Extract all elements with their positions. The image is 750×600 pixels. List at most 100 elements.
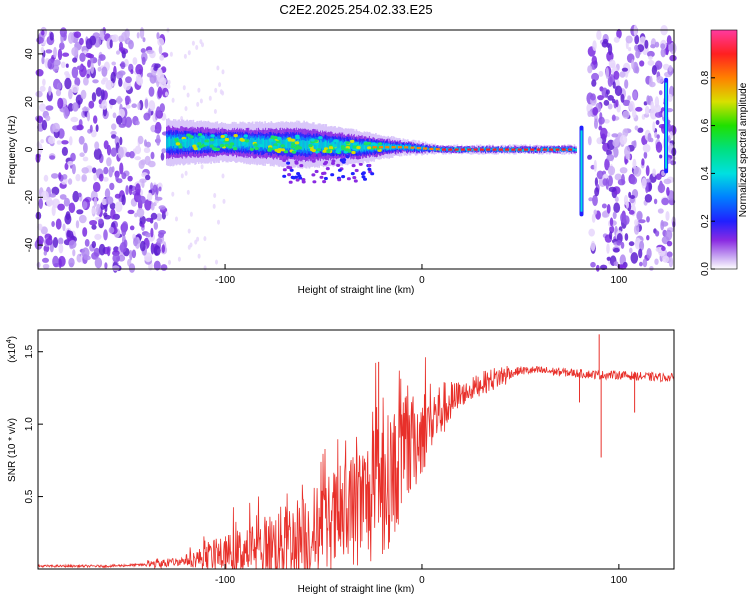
band-hotspot: [254, 146, 259, 151]
noise-blob: [119, 136, 123, 146]
band-segment: [194, 137, 196, 146]
noise-blob: [121, 221, 128, 231]
band-segment: [208, 139, 211, 146]
band-segment: [203, 137, 205, 147]
noise-blob: [139, 215, 146, 225]
band-peak: [385, 146, 390, 149]
noise-blob: [61, 146, 68, 156]
noise-blob: [139, 27, 145, 39]
band-segment: [272, 138, 274, 150]
noise-blob: [127, 175, 133, 182]
noise-blob: [51, 205, 56, 217]
noise-blob: [90, 129, 97, 138]
band-hotspot: [224, 143, 229, 147]
noise-blob: [94, 257, 103, 269]
noise-blob: [93, 115, 98, 124]
band-hotspot: [233, 134, 238, 138]
noise-blob: [158, 230, 167, 235]
band-segment: [260, 138, 263, 148]
noise-blob: [601, 211, 608, 218]
noise-blob: [617, 264, 624, 269]
band-smear: [282, 158, 287, 162]
noise-blob: [148, 100, 156, 112]
band-smear: [337, 178, 342, 182]
noise-blob: [58, 243, 64, 254]
noise-blob: [655, 173, 662, 180]
band-peak: [530, 148, 535, 151]
noise-blob: [611, 114, 616, 122]
noise-blob: [81, 106, 90, 112]
noise-blob: [82, 156, 89, 162]
band-segment: [412, 147, 414, 151]
band-smear: [312, 180, 317, 184]
band-segment: [184, 138, 187, 148]
band-segment: [264, 140, 266, 148]
noise-blob: [648, 55, 653, 60]
noise-blob: [598, 116, 605, 125]
noise-blob: [86, 73, 90, 79]
noise-blob: [124, 95, 131, 103]
band-segment: [491, 147, 493, 150]
band-segment: [196, 137, 198, 148]
noise-blob: [591, 79, 597, 87]
noise-blob: [169, 51, 173, 57]
band-segment: [322, 141, 325, 151]
noise-blob: [45, 49, 53, 54]
band-peak: [467, 148, 472, 151]
band-segment: [228, 137, 230, 148]
band-segment: [262, 138, 265, 149]
band-segment: [267, 139, 269, 147]
noise-blob: [606, 204, 611, 214]
y-tick-label: 1.0: [24, 417, 35, 431]
noise-blob: [654, 60, 663, 70]
band-segment: [192, 139, 195, 149]
noise-blob: [657, 183, 666, 194]
noise-blob: [215, 259, 218, 265]
noise-blob: [156, 32, 160, 40]
noise-blob: [605, 89, 610, 95]
band-segment: [282, 139, 285, 148]
noise-blob: [655, 120, 660, 125]
noise-blob: [46, 90, 53, 102]
band-smear: [346, 177, 351, 181]
chart-title: C2E2.2025.254.02.33.E25: [279, 2, 432, 17]
noise-blob: [208, 95, 212, 101]
band-segment: [401, 146, 404, 150]
colorbar-tick-label: 0.8: [700, 70, 711, 84]
noise-blob: [611, 133, 619, 138]
noise-blob: [129, 151, 135, 159]
x-tick-label: 100: [611, 575, 628, 586]
band-segment: [228, 138, 231, 147]
band-segment: [571, 148, 574, 151]
noise-blob: [155, 106, 161, 118]
band-hotspot: [367, 146, 372, 150]
band-hotspot: [295, 134, 300, 138]
band-segment: [303, 140, 305, 151]
band-smear: [355, 156, 360, 160]
noise-blob: [116, 115, 123, 125]
noise-blob: [596, 137, 603, 145]
band-peak: [404, 146, 409, 149]
band-smear: [336, 163, 341, 167]
band-segment: [302, 140, 304, 151]
band-smear: [286, 161, 291, 165]
band-smear: [367, 167, 372, 171]
band-smear: [294, 161, 299, 165]
noise-blob: [633, 140, 637, 149]
noise-blob: [607, 95, 614, 101]
band-peak: [536, 148, 541, 151]
band-smear: [289, 168, 294, 172]
noise-blob: [653, 104, 661, 113]
noise-blob: [592, 106, 599, 116]
noise-blob: [144, 199, 152, 211]
noise-blob: [79, 52, 86, 62]
band-segment: [559, 148, 561, 152]
band-smear: [331, 161, 335, 165]
noise-blob: [114, 193, 121, 199]
noise-blob: [605, 177, 609, 190]
band-hotspot: [341, 146, 346, 150]
noise-blob: [630, 252, 639, 264]
noise-blob: [646, 95, 650, 105]
band-peak: [498, 148, 503, 151]
band-hotspot: [272, 145, 278, 149]
